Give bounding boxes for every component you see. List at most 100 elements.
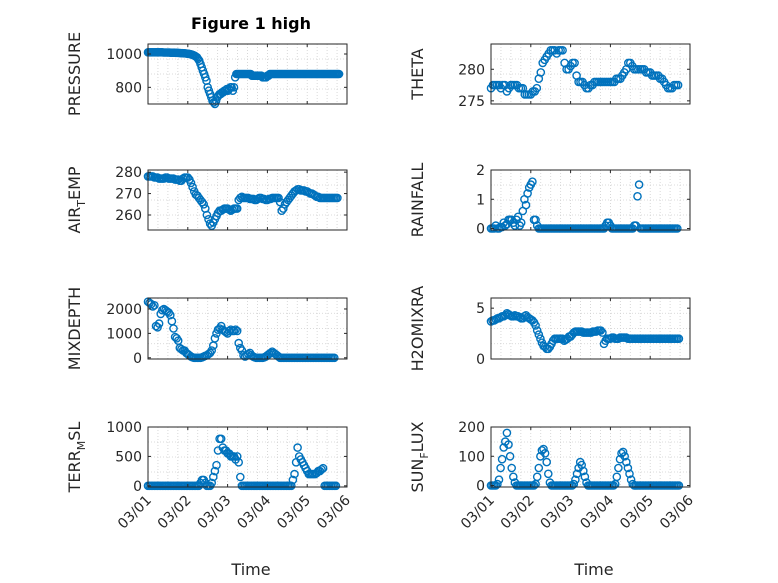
y-tick-label: 1000 xyxy=(106,326,142,342)
data-point xyxy=(623,463,633,473)
data-point xyxy=(523,189,532,198)
data-point xyxy=(232,326,242,336)
data-point xyxy=(207,346,216,355)
series-markers xyxy=(486,428,684,490)
y-tick-label: 275 xyxy=(458,94,485,110)
x-tick-label: 03/01 xyxy=(115,493,155,533)
y-tick-label: 100 xyxy=(458,449,485,465)
subplot-pressure: 800 1000 PRESSURE xyxy=(65,32,348,116)
data-point xyxy=(234,338,243,348)
data-point xyxy=(288,475,298,485)
data-point xyxy=(229,326,239,336)
data-point xyxy=(235,193,245,203)
x-tick-label: 03/05 xyxy=(617,493,657,533)
axes-box xyxy=(490,43,691,105)
x-tick-label: 03/01 xyxy=(458,493,498,533)
data-point xyxy=(188,182,197,192)
series-markers xyxy=(486,177,682,233)
data-point xyxy=(580,472,590,482)
y-tick-label: 500 xyxy=(115,449,142,465)
data-point xyxy=(502,428,512,438)
axes-box xyxy=(147,297,348,360)
data-point xyxy=(614,463,623,473)
y-axis-label: TERRMSL xyxy=(65,422,88,494)
data-point xyxy=(290,469,299,479)
data-point xyxy=(331,481,341,491)
data-point xyxy=(504,440,513,449)
y-axis-label: SUNFLUX xyxy=(408,421,431,492)
data-point xyxy=(186,178,196,188)
y-tick-label: 0 xyxy=(476,479,485,495)
data-point xyxy=(154,319,164,328)
data-point xyxy=(674,481,684,490)
subplot-h2omixra: 0 5 H2OMIXRA xyxy=(408,286,691,372)
series-markers xyxy=(143,172,342,230)
y-axis-label: MIXDEPTH xyxy=(65,287,84,370)
x-tick-label: 03/02 xyxy=(155,493,195,533)
data-point xyxy=(193,54,203,64)
y-axis-label: THETA xyxy=(408,48,427,100)
series-markers xyxy=(486,46,683,99)
data-point xyxy=(150,300,159,310)
data-point xyxy=(317,465,326,474)
data-point xyxy=(539,444,548,454)
data-point xyxy=(494,475,504,485)
y-tick-label: 200 xyxy=(458,420,485,436)
subplot-rainfall: 0 1 2 RAINFALL xyxy=(408,163,691,238)
data-point xyxy=(278,204,288,213)
data-point xyxy=(532,472,542,482)
data-point xyxy=(570,58,579,68)
data-point xyxy=(612,472,622,482)
x-axis-label-left: Time xyxy=(230,560,270,579)
data-point xyxy=(216,434,226,444)
y-tick-label: 1000 xyxy=(106,420,142,436)
y-tick-label: 260 xyxy=(115,208,142,224)
y-tick-label: 1 xyxy=(476,192,485,208)
x-tick-label: 03/05 xyxy=(274,493,314,533)
grid xyxy=(491,427,690,487)
data-point xyxy=(505,451,515,461)
data-point xyxy=(536,334,545,344)
data-point xyxy=(208,472,218,482)
y-tick-label: 0 xyxy=(133,479,142,495)
axes-box xyxy=(490,169,691,231)
data-point xyxy=(673,224,682,233)
data-point xyxy=(231,325,240,335)
data-point xyxy=(542,457,552,467)
data-point xyxy=(528,177,537,186)
data-point xyxy=(274,193,283,203)
axes-box xyxy=(490,297,691,360)
data-point xyxy=(169,324,178,333)
data-point xyxy=(212,460,221,470)
series-markers xyxy=(486,308,684,354)
data-point xyxy=(202,210,212,220)
x-tick-label: 03/06 xyxy=(657,492,697,532)
data-point xyxy=(508,472,518,482)
data-point xyxy=(571,475,580,485)
x-tick-label: 03/03 xyxy=(538,493,578,533)
figure-title: Figure 1 high xyxy=(191,14,311,33)
data-point xyxy=(275,197,285,207)
data-point xyxy=(210,333,220,343)
data-point xyxy=(544,469,553,479)
y-axis-label: H2OMIXRA xyxy=(408,286,427,372)
data-point xyxy=(596,326,606,335)
data-point xyxy=(540,448,550,458)
data-point xyxy=(625,469,634,479)
y-tick-label: 0 xyxy=(133,351,142,367)
data-point xyxy=(293,443,302,452)
data-point xyxy=(598,328,607,337)
data-point xyxy=(532,83,542,93)
data-point xyxy=(633,191,642,201)
data-point xyxy=(286,481,296,491)
y-tick-label: 270 xyxy=(115,187,142,203)
data-point xyxy=(497,454,507,464)
data-point xyxy=(531,215,540,225)
data-point xyxy=(534,463,544,473)
data-point xyxy=(234,457,243,467)
data-point xyxy=(577,460,587,470)
data-point xyxy=(333,193,342,203)
axes-box xyxy=(147,169,348,231)
data-point xyxy=(148,302,158,311)
